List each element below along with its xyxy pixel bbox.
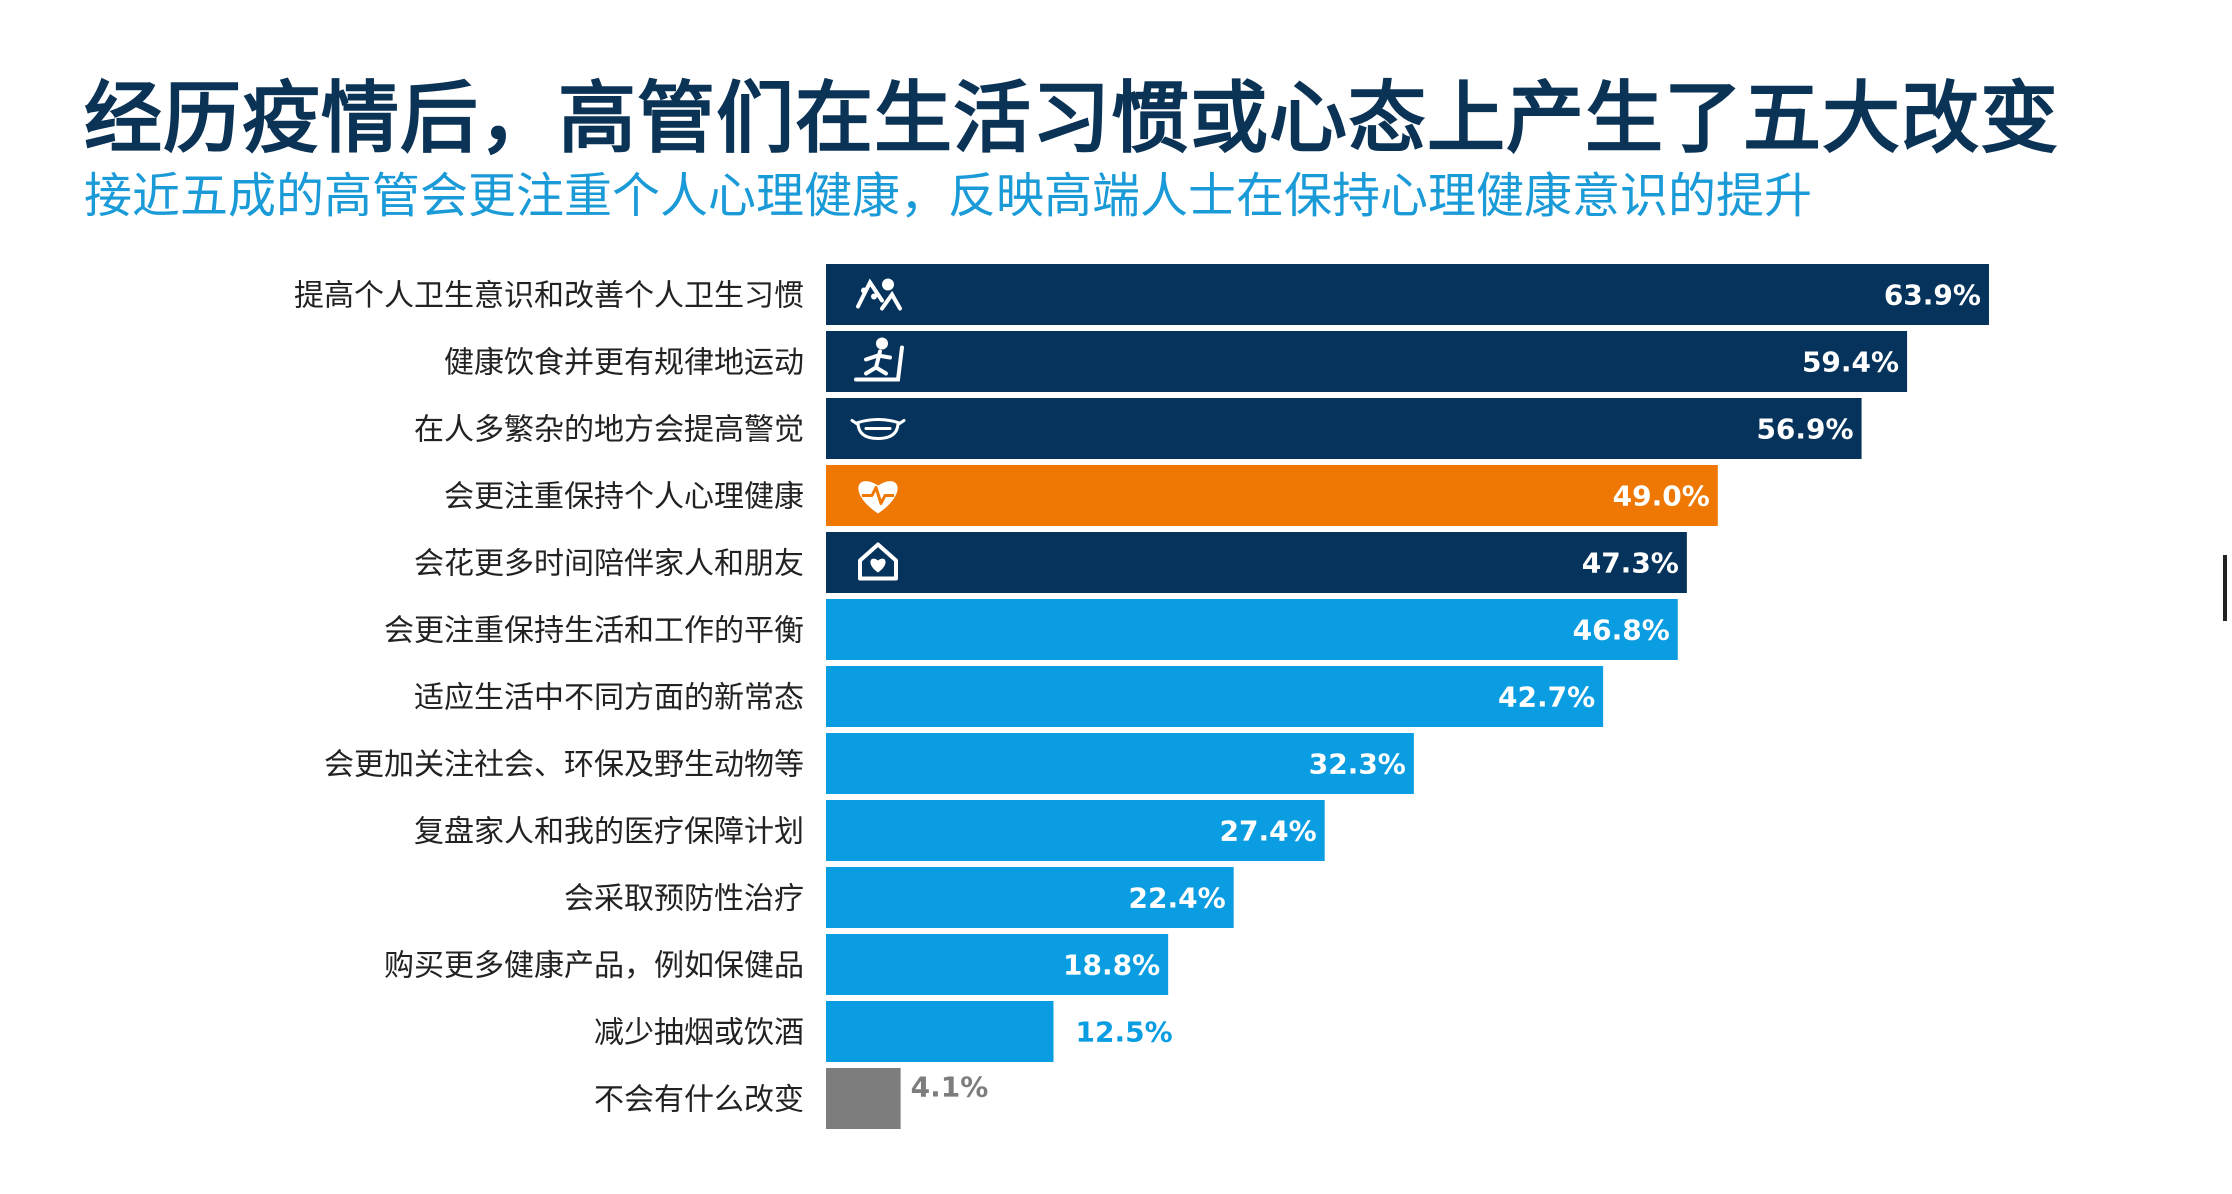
- category-label: 会更加关注社会、环保及野生动物等: [324, 748, 804, 783]
- category-label: 购买更多健康产品，例如保健品: [384, 949, 804, 984]
- chart-subtitle: 接近五成的高管会更注重个人心理健康，反映高端人士在保持心理健康意识的提升: [84, 168, 1813, 224]
- bar: [826, 1068, 901, 1129]
- bar: [826, 599, 1678, 660]
- bar: [826, 666, 1604, 727]
- bar: [826, 264, 1989, 325]
- value-label: 56.9%: [1756, 413, 1853, 446]
- value-label: 22.4%: [1129, 882, 1226, 915]
- category-label: 提高个人卫生意识和改善个人卫生习惯: [294, 279, 804, 314]
- bar: [826, 532, 1687, 593]
- value-label: 63.9%: [1884, 279, 1981, 312]
- heart-icon: [858, 481, 898, 514]
- category-label: 会采取预防性治疗: [564, 882, 804, 917]
- value-label: 59.4%: [1802, 346, 1899, 379]
- value-label: 27.4%: [1220, 815, 1317, 848]
- category-label: 复盘家人和我的医疗保障计划: [414, 815, 804, 850]
- treadmill-icon: [854, 337, 904, 382]
- value-label: 46.8%: [1573, 614, 1670, 647]
- category-label: 不会有什么改变: [594, 1083, 804, 1118]
- category-label: 适应生活中不同方面的新常态: [414, 681, 804, 716]
- category-label: 在人多繁杂的地方会提高警觉: [414, 413, 804, 448]
- value-label: 12.5%: [1076, 1016, 1173, 1049]
- value-label: 4.1%: [911, 1071, 989, 1104]
- edge-marker: [2223, 555, 2227, 621]
- bar: [826, 398, 1862, 459]
- value-label: 32.3%: [1309, 748, 1406, 781]
- value-label: 18.8%: [1063, 949, 1160, 982]
- hygiene-icon: [856, 278, 902, 311]
- category-label: 会更注重保持生活和工作的平衡: [384, 614, 804, 649]
- bar: [826, 800, 1325, 861]
- bar: [826, 934, 1169, 995]
- bar: [826, 733, 1414, 794]
- mask-icon: [850, 418, 906, 441]
- bar: [826, 867, 1234, 928]
- bar: [826, 331, 1908, 392]
- home-icon: [858, 542, 898, 581]
- chart-title: 经历疫情后，高管们在生活习惯或心态上产生了五大改变: [84, 74, 2060, 164]
- category-label: 健康饮食并更有规律地运动: [444, 346, 804, 381]
- value-label: 42.7%: [1498, 681, 1595, 714]
- category-label: 会更注重保持个人心理健康: [444, 480, 804, 515]
- bar: [826, 1001, 1054, 1062]
- category-label: 减少抽烟或饮酒: [594, 1016, 804, 1051]
- value-label: 47.3%: [1582, 547, 1679, 580]
- value-label: 49.0%: [1613, 480, 1710, 513]
- category-label: 会花更多时间陪伴家人和朋友: [414, 547, 804, 582]
- bar: [826, 465, 1718, 526]
